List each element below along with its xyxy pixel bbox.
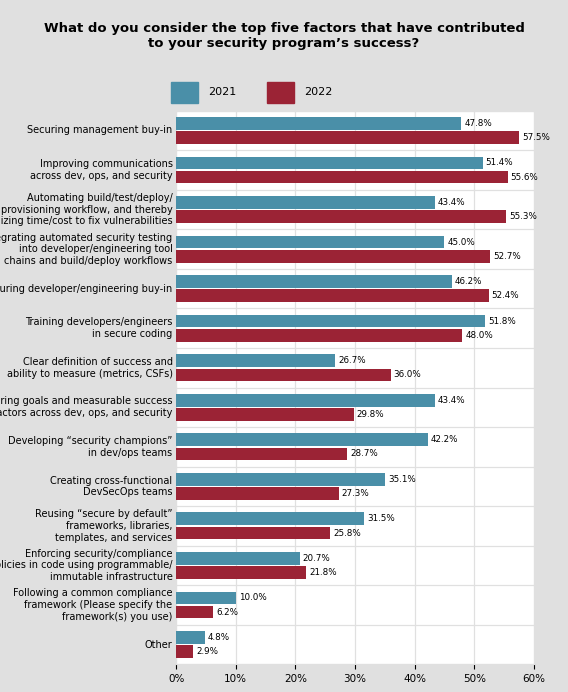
Text: 52.4%: 52.4% bbox=[491, 291, 519, 300]
Text: 42.2%: 42.2% bbox=[431, 435, 458, 444]
Bar bbox=[176, 631, 204, 644]
Text: Training developers/engineers
in secure coding: Training developers/engineers in secure … bbox=[25, 318, 173, 339]
Bar bbox=[176, 329, 462, 342]
Bar bbox=[176, 275, 452, 288]
Text: 10.0%: 10.0% bbox=[239, 593, 266, 603]
Bar bbox=[171, 82, 198, 103]
Bar bbox=[176, 433, 428, 446]
Text: 2022: 2022 bbox=[304, 86, 333, 97]
Text: Sharing goals and measurable success
factors across dev, ops, and security: Sharing goals and measurable success fac… bbox=[0, 397, 173, 418]
Text: 47.8%: 47.8% bbox=[464, 119, 492, 128]
Bar bbox=[176, 487, 339, 500]
Bar bbox=[176, 646, 193, 658]
Bar bbox=[176, 369, 391, 381]
Text: 57.5%: 57.5% bbox=[522, 133, 550, 142]
Text: 46.2%: 46.2% bbox=[454, 277, 482, 286]
Text: 27.3%: 27.3% bbox=[342, 489, 370, 498]
Text: 43.4%: 43.4% bbox=[438, 396, 466, 405]
Text: 55.6%: 55.6% bbox=[511, 172, 538, 182]
Text: 29.8%: 29.8% bbox=[357, 410, 385, 419]
Text: Creating cross-functional
DevSecOps teams: Creating cross-functional DevSecOps team… bbox=[51, 475, 173, 497]
Bar bbox=[176, 592, 236, 604]
Bar bbox=[176, 171, 508, 183]
Text: Securing management buy-in: Securing management buy-in bbox=[27, 125, 173, 136]
Bar bbox=[176, 552, 299, 565]
Bar bbox=[176, 354, 335, 367]
Bar bbox=[176, 131, 519, 144]
Text: 31.5%: 31.5% bbox=[367, 514, 395, 523]
Bar bbox=[176, 210, 506, 223]
Bar bbox=[176, 606, 213, 619]
Text: What do you consider the top five factors that have contributed
to your security: What do you consider the top five factor… bbox=[44, 22, 524, 51]
Text: 2021: 2021 bbox=[208, 86, 236, 97]
Text: Integrating automated security testing
into developer/engineering tool
chains an: Integrating automated security testing i… bbox=[0, 233, 173, 266]
Bar bbox=[176, 394, 435, 406]
Bar bbox=[176, 196, 435, 209]
Text: 2.9%: 2.9% bbox=[197, 647, 218, 656]
Text: 35.1%: 35.1% bbox=[389, 475, 416, 484]
Text: 4.8%: 4.8% bbox=[208, 633, 230, 642]
Text: 51.4%: 51.4% bbox=[486, 158, 513, 167]
Text: 20.7%: 20.7% bbox=[303, 554, 330, 563]
Bar bbox=[176, 408, 354, 421]
Bar bbox=[176, 527, 330, 539]
Text: Other: Other bbox=[145, 639, 173, 650]
Bar bbox=[176, 513, 364, 525]
Text: 43.4%: 43.4% bbox=[438, 198, 466, 207]
Text: 55.3%: 55.3% bbox=[509, 212, 537, 221]
Bar bbox=[176, 315, 485, 327]
Bar bbox=[176, 289, 488, 302]
Text: 28.7%: 28.7% bbox=[350, 449, 378, 459]
Text: 48.0%: 48.0% bbox=[465, 331, 493, 340]
Text: Clear definition of success and
ability to measure (metrics, CSFs): Clear definition of success and ability … bbox=[7, 357, 173, 379]
Text: Improving communications
across dev, ops, and security: Improving communications across dev, ops… bbox=[30, 159, 173, 181]
Text: 45.0%: 45.0% bbox=[448, 237, 475, 246]
Text: 52.7%: 52.7% bbox=[494, 252, 521, 261]
Bar bbox=[176, 566, 306, 579]
Text: Securing developer/engineering buy-in: Securing developer/engineering buy-in bbox=[0, 284, 173, 293]
Text: Enforcing security/compliance
policies in code using programmable/
immutable inf: Enforcing security/compliance policies i… bbox=[0, 549, 173, 582]
Text: 21.8%: 21.8% bbox=[309, 568, 337, 577]
Text: Following a common compliance
framework (Please specify the
framework(s) you use: Following a common compliance framework … bbox=[13, 588, 173, 621]
Text: 26.7%: 26.7% bbox=[339, 356, 366, 365]
Bar bbox=[176, 250, 490, 262]
Text: 6.2%: 6.2% bbox=[216, 608, 238, 617]
Bar bbox=[267, 82, 294, 103]
Bar bbox=[176, 448, 347, 460]
Text: 36.0%: 36.0% bbox=[394, 370, 421, 379]
Text: 51.8%: 51.8% bbox=[488, 316, 516, 326]
Text: Developing “security champions”
in dev/ops teams: Developing “security champions” in dev/o… bbox=[8, 436, 173, 457]
Bar bbox=[176, 236, 444, 248]
Text: Reusing “secure by default”
frameworks, libraries,
templates, and services: Reusing “secure by default” frameworks, … bbox=[35, 509, 173, 543]
Bar bbox=[176, 473, 386, 486]
Bar bbox=[176, 117, 461, 129]
Text: Automating build/test/deploy/
provisioning workflow, and thereby
minimizing time: Automating build/test/deploy/ provisioni… bbox=[0, 193, 173, 226]
Text: 25.8%: 25.8% bbox=[333, 529, 361, 538]
Bar bbox=[176, 156, 483, 170]
